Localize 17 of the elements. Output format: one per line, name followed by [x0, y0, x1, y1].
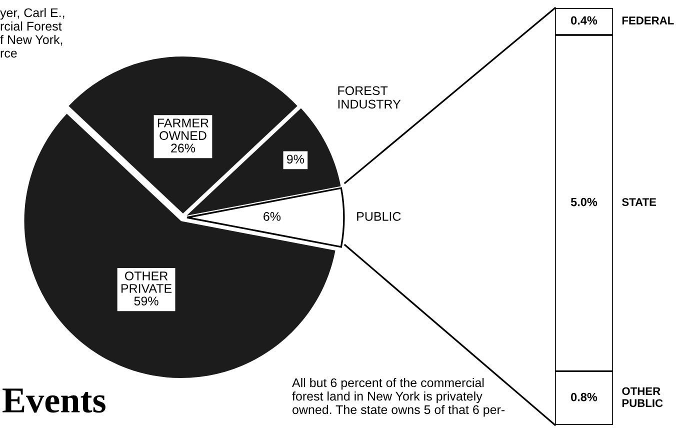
- slice-label: FARMER OWNED: [158, 118, 208, 140]
- data-label: 6%: [264, 212, 281, 221]
- data-label: 5.0%: [570, 198, 598, 206]
- data-label: 0.4%: [571, 16, 598, 25]
- text: Events: [2, 388, 106, 413]
- data-label: 0.8%: [571, 392, 598, 402]
- slice-label: OTHER PRIVATE: [121, 272, 172, 293]
- text: All but 6 percent of the commercial forest land in New York is privately owned. The state owns 5 of that 6 per-: [292, 378, 505, 417]
- series-label: OTHER PUBLIC: [622, 387, 663, 408]
- data-label: 26%: [171, 144, 196, 153]
- data-label: 9%: [286, 154, 304, 164]
- text: yer, Carl E., rcial Forest f New York, rce: [0, 8, 64, 58]
- series-label: FEDERAL: [622, 16, 674, 24]
- series-label: STATE: [622, 198, 656, 206]
- slice-label: PUBLIC: [357, 212, 401, 221]
- data-label: 59%: [134, 296, 158, 306]
- slice-label: FOREST INDUSTRY: [338, 86, 401, 109]
